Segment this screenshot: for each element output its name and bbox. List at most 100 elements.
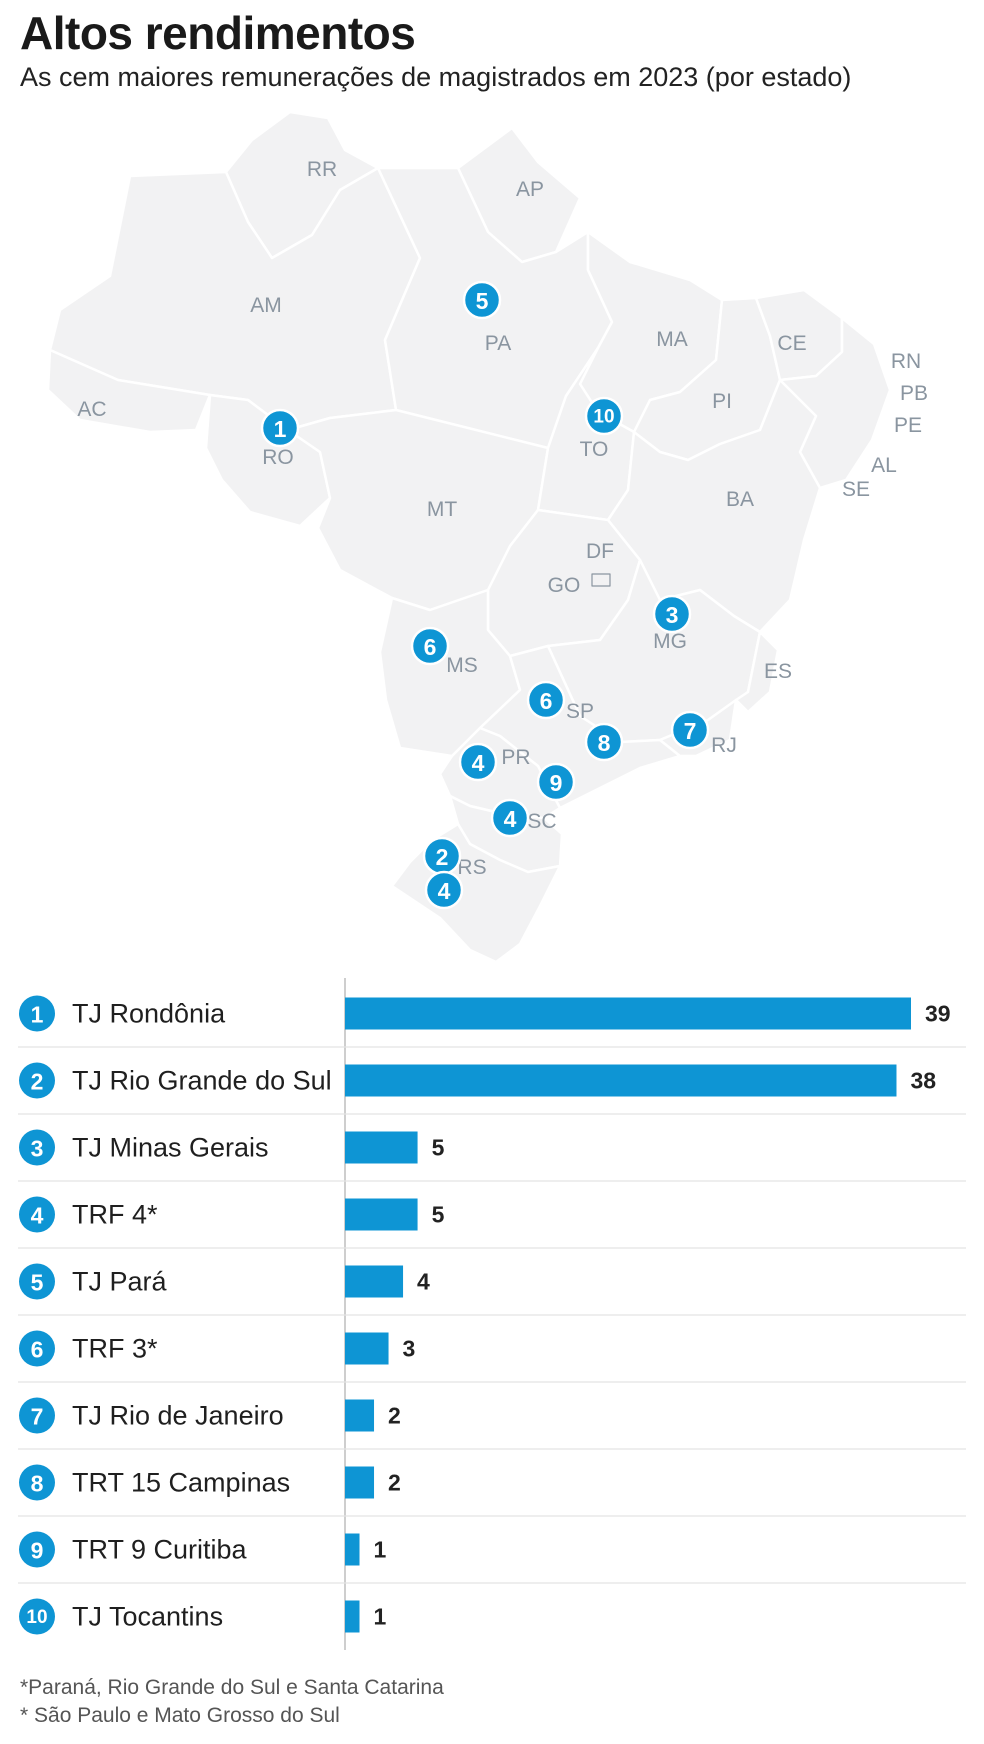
footnote-2: * São Paulo e Mato Grosso do Sul: [20, 1704, 340, 1727]
bar: [345, 997, 911, 1030]
state-label-pe: PE: [894, 414, 922, 437]
map-marker-circle: [526, 680, 566, 720]
state-label-rn: RN: [891, 350, 921, 373]
bar: [345, 1265, 404, 1298]
page-subtitle: As cem maiores remunerações de magistrad…: [20, 62, 852, 92]
bar: [345, 1533, 360, 1566]
map-marker-number: 3: [666, 602, 679, 628]
value-label: 5: [432, 1135, 445, 1161]
map-marker-number: 8: [598, 730, 611, 756]
rank-badge-4: [19, 1196, 55, 1233]
state-label-am: AM: [250, 294, 282, 317]
state-label-pi: PI: [712, 390, 732, 413]
map-marker-8-sp: 8: [584, 722, 624, 762]
rank-badge-6: [19, 1330, 55, 1367]
rank-badge-2: [19, 1062, 55, 1099]
map-marker-1-ro: 1: [260, 408, 300, 448]
category-label: TJ Pará: [72, 1267, 168, 1297]
map-marker-number: 2: [436, 844, 449, 870]
map-marker-number: 4: [472, 750, 485, 776]
map-marker-4-sc: 4: [490, 798, 530, 838]
category-label: TRT 15 Campinas: [72, 1468, 290, 1498]
map-marker-9-pr: 9: [536, 762, 576, 802]
rank-badge-7: [19, 1397, 55, 1434]
state-df: [591, 573, 611, 587]
map-marker-number: 10: [593, 407, 614, 428]
map-marker-number: 9: [550, 770, 563, 796]
category-label: TJ Rondônia: [72, 999, 226, 1029]
rank-number: 5: [31, 1270, 44, 1296]
category-label: TJ Minas Gerais: [72, 1133, 269, 1163]
map-marker-7-rj: 7: [670, 710, 710, 750]
bar: [345, 1198, 418, 1231]
category-label: TJ Rio de Janeiro: [72, 1401, 284, 1431]
map-marker-circle: [410, 626, 450, 666]
state-label-mg: MG: [653, 630, 687, 653]
rank-badge-9: [19, 1531, 55, 1568]
state-label-al: AL: [871, 454, 897, 477]
state-label-se: SE: [842, 478, 870, 501]
map-marker-circle: [260, 408, 300, 448]
state-label-ce: CE: [777, 332, 806, 355]
state-ac: [46, 348, 212, 434]
value-label: 2: [388, 1403, 401, 1429]
state-label-pb: PB: [900, 382, 928, 405]
map-marker-circle: [652, 594, 692, 634]
map-marker-number: 4: [504, 806, 517, 832]
state-label-sp: SP: [566, 700, 594, 723]
value-label: 4: [417, 1269, 430, 1295]
map-marker-number: 6: [424, 634, 437, 660]
map-marker-5-pa: 5: [462, 280, 502, 320]
rank-number: 1: [31, 1002, 44, 1028]
value-label: 2: [388, 1470, 401, 1496]
state-label-to: TO: [580, 438, 609, 461]
rank-number: 6: [31, 1337, 44, 1363]
bar: [345, 1399, 375, 1432]
category-label: TRT 9 Curitiba: [72, 1535, 248, 1565]
state-label-pa: PA: [485, 332, 511, 355]
map-marker-circle: [458, 742, 498, 782]
map-marker-circle: [536, 762, 576, 802]
category-label: TJ Rio Grande do Sul: [72, 1066, 332, 1096]
state-label-rj: RJ: [711, 734, 737, 757]
rank-number: 3: [31, 1136, 44, 1162]
map-marker-circle: [584, 722, 624, 762]
value-label: 38: [910, 1068, 936, 1094]
state-label-ap: AP: [516, 178, 544, 201]
map-marker-number: 6: [540, 688, 553, 714]
map-marker-3-mg: 3: [652, 594, 692, 634]
map-marker-6-ms: 6: [410, 626, 450, 666]
state-label-df: DF: [586, 540, 614, 563]
rank-badge-10: [19, 1598, 55, 1635]
state-label-ba: BA: [726, 488, 754, 511]
map-marker-2-rs: 2: [422, 836, 462, 876]
state-label-mt: MT: [427, 498, 457, 521]
rank-number: 4: [31, 1203, 44, 1229]
map-marker-number: 4: [438, 878, 451, 904]
map-marker-10-to: 10: [584, 396, 624, 436]
value-label: 39: [925, 1001, 951, 1027]
rank-badge-3: [19, 1129, 55, 1166]
map-marker-6-sp: 6: [526, 680, 566, 720]
bar: [345, 1466, 375, 1499]
map-marker-number: 1: [274, 416, 287, 442]
value-label: 1: [374, 1604, 387, 1630]
map-marker-4-rs: 4: [424, 870, 464, 910]
rank-number: 2: [31, 1069, 44, 1095]
rank-number: 9: [31, 1538, 44, 1564]
rank-number: 10: [26, 1607, 47, 1628]
state-label-rs: RS: [457, 856, 486, 879]
page-title: Altos rendimentos: [20, 7, 416, 59]
map-marker-circle: [424, 870, 464, 910]
category-label: TRF 3*: [72, 1334, 158, 1364]
rank-number: 8: [31, 1471, 44, 1497]
map-marker-4-pr: 4: [458, 742, 498, 782]
map-marker-circle: [490, 798, 530, 838]
state-label-ro: RO: [262, 446, 294, 469]
bar: [345, 1332, 389, 1365]
state-label-rr: RR: [307, 158, 337, 181]
state-label-ms: MS: [446, 654, 478, 677]
value-label: 1: [374, 1537, 387, 1563]
state-label-go: GO: [548, 574, 581, 597]
bar: [345, 1064, 897, 1097]
